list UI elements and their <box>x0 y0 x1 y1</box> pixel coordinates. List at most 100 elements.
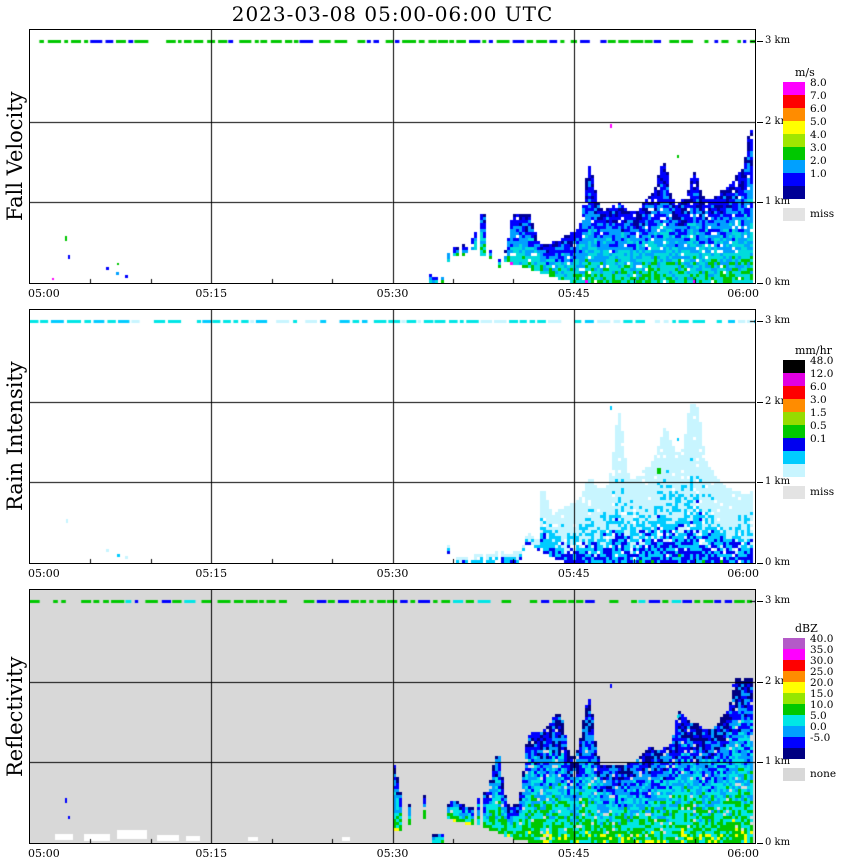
legend-segment-label: 0.0 <box>810 721 827 733</box>
legend-segment-label: 3.0 <box>810 394 827 406</box>
y-axis-title-fall-velocity: Fall Velocity <box>3 91 27 222</box>
km-tick <box>757 283 763 284</box>
x-tick-label: 06:00 <box>727 567 759 580</box>
legend-segment <box>783 737 805 748</box>
rain-intensity-heatmap <box>29 309 756 564</box>
x-tick-label: 06:00 <box>727 847 759 860</box>
legend-segment <box>783 425 805 438</box>
y-axis-title-rain-intensity: Rain Intensity <box>3 361 27 512</box>
legend-segment-label: 7.0 <box>810 90 827 102</box>
legend-segment-label: 12.0 <box>810 368 834 380</box>
legend-segment-label: 0.5 <box>810 420 827 432</box>
legend-missing-box <box>783 768 805 781</box>
legend-segment <box>783 373 805 386</box>
x-tick-label: 05:45 <box>557 847 590 860</box>
legend-segment-label: -5.0 <box>810 732 831 744</box>
km-label: 1 km <box>765 756 791 768</box>
legend-segment-label: 1.5 <box>810 407 827 419</box>
km-label: 3 km <box>765 595 791 607</box>
legend-segment <box>783 682 805 693</box>
legend-missing-box <box>783 486 805 499</box>
legend-segment <box>783 173 805 186</box>
chart-title: 2023-03-08 05:00-06:00 UTC <box>231 2 554 26</box>
legend-segment <box>783 638 805 649</box>
legend-missing-box <box>783 208 805 221</box>
legend-segment <box>783 464 805 477</box>
x-tick-label: 05:00 <box>28 287 60 300</box>
legend-segment <box>783 412 805 425</box>
legend-segment-label: 5.0 <box>810 116 827 128</box>
legend-unit-label: m/s <box>795 66 815 79</box>
legend-segment-label: 0.1 <box>810 433 827 445</box>
x-tick-label: 05:15 <box>195 847 228 860</box>
x-tick-label: 05:45 <box>557 567 590 580</box>
x-tick-label: 05:00 <box>28 847 60 860</box>
x-tick-label: 06:00 <box>727 287 759 300</box>
legend-segment-label: 20.0 <box>810 677 834 689</box>
x-tick-label: 05:15 <box>195 567 228 580</box>
legend-segment-label: 25.0 <box>810 666 834 678</box>
legend-segment-label: 15.0 <box>810 688 834 700</box>
legend-segment <box>783 451 805 464</box>
legend-segment <box>783 715 805 726</box>
km-tick <box>757 41 763 42</box>
km-tick <box>757 482 763 483</box>
legend-segment-label: 8.0 <box>810 77 827 89</box>
legend-segment <box>783 147 805 160</box>
legend-unit-label: mm/hr <box>795 344 832 357</box>
legend-segment-label: 10.0 <box>810 699 834 711</box>
legend-segment <box>783 671 805 682</box>
legend-segment <box>783 399 805 412</box>
legend-segment <box>783 726 805 737</box>
km-label: 0 km <box>765 557 791 568</box>
legend-segment <box>783 95 805 108</box>
legend-segment <box>783 704 805 715</box>
legend-segment <box>783 660 805 671</box>
legend-segment <box>783 186 805 199</box>
legend-missing-label: none <box>810 768 837 780</box>
km-tick <box>757 762 763 763</box>
legend-segment-label: 3.0 <box>810 142 827 154</box>
legend-segment <box>783 108 805 121</box>
km-tick <box>757 202 763 203</box>
y-axis-title-reflectivity: Reflectivity <box>3 656 27 777</box>
legend-segment <box>783 121 805 134</box>
km-tick <box>757 843 763 844</box>
x-tick-label: 05:45 <box>557 287 590 300</box>
legend-segment-label: 6.0 <box>810 381 827 393</box>
legend-segment-label: 5.0 <box>810 710 827 722</box>
x-tick-label: 05:30 <box>376 847 409 860</box>
legend-segment <box>783 748 805 759</box>
legend-segment <box>783 386 805 399</box>
legend-segment <box>783 360 805 373</box>
km-label: 0 km <box>765 277 791 288</box>
legend-segment <box>783 134 805 147</box>
km-tick <box>757 321 763 322</box>
fall-velocity-heatmap <box>29 29 756 284</box>
legend-segment <box>783 649 805 660</box>
x-tick-label: 05:30 <box>376 287 409 300</box>
km-label: 3 km <box>765 315 791 327</box>
km-label: 2 km <box>765 115 791 127</box>
km-label: 2 km <box>765 675 791 687</box>
legend-segment-label: 30.0 <box>810 655 834 667</box>
reflectivity-heatmap <box>29 589 756 844</box>
x-tick-label: 05:30 <box>376 567 409 580</box>
km-label: 3 km <box>765 35 791 47</box>
legend-segment <box>783 438 805 451</box>
legend-segment <box>783 82 805 95</box>
km-label: 2 km <box>765 395 791 407</box>
km-tick <box>757 402 763 403</box>
x-tick-label: 05:15 <box>195 287 228 300</box>
legend-missing-label: miss <box>810 486 835 498</box>
km-tick <box>757 563 763 564</box>
legend-segment-label: 2.0 <box>810 155 827 167</box>
legend-segment-label: 35.0 <box>810 644 834 656</box>
km-tick <box>757 122 763 123</box>
legend-unit-label: dBZ <box>795 622 818 635</box>
legend-segment <box>783 693 805 704</box>
km-tick <box>757 601 763 602</box>
legend-missing-label: miss <box>810 208 835 220</box>
legend-segment <box>783 160 805 173</box>
